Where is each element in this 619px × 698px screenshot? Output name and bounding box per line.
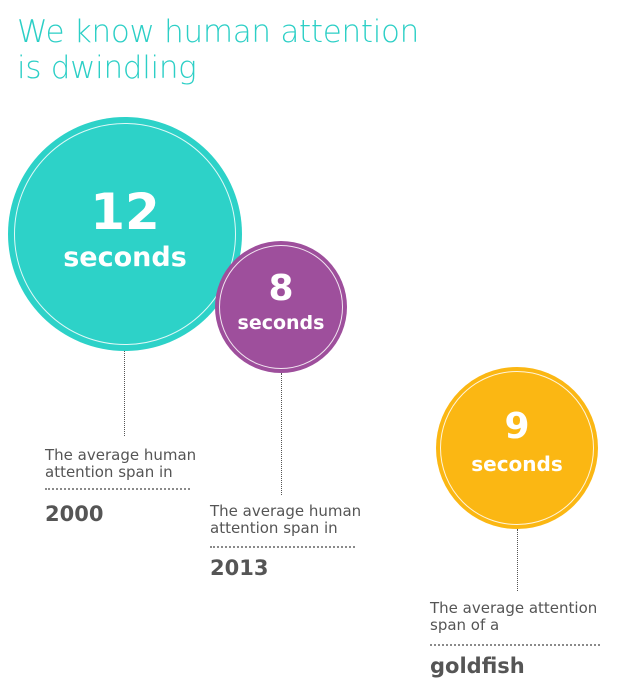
title-line-1: We know human attention — [17, 14, 420, 50]
caption-line: The average human — [210, 502, 362, 520]
dotted-divider — [430, 644, 600, 646]
stat-caption-2000: The average human attention span in — [45, 447, 196, 481]
caption-line: The average human — [45, 446, 197, 464]
stat-circle-2013: 8 seconds — [215, 241, 347, 373]
stat-caption-2013: The average human attention span in — [210, 503, 361, 537]
connector-line — [281, 373, 282, 495]
caption-line: attention span in — [210, 519, 338, 537]
stat-subject-2000: 2000 — [45, 502, 104, 526]
connector-line — [124, 351, 125, 436]
stat-caption-goldfish: The average attention span of a — [430, 600, 597, 634]
stat-value: 12 — [90, 183, 160, 241]
stat-circle-goldfish: 9 seconds — [436, 367, 598, 529]
stat-unit: seconds — [471, 452, 563, 476]
title-line-2: is dwindling — [17, 50, 197, 86]
dotted-divider — [45, 488, 190, 490]
stat-value: 8 — [268, 268, 294, 309]
stat-value: 9 — [504, 406, 530, 447]
stat-circle-2000: 12 seconds — [8, 117, 242, 351]
caption-line: The average attention — [430, 599, 598, 617]
caption-line: span of a — [430, 616, 500, 634]
caption-line: attention span in — [45, 463, 173, 481]
stat-subject-2013: 2013 — [210, 556, 269, 580]
connector-line — [517, 529, 518, 591]
stat-unit: seconds — [63, 242, 187, 273]
dotted-divider — [210, 546, 355, 548]
stat-unit: seconds — [237, 312, 325, 334]
stat-subject-goldfish: goldfish — [430, 654, 525, 678]
page-title: We know human attention is dwindling — [17, 14, 419, 86]
